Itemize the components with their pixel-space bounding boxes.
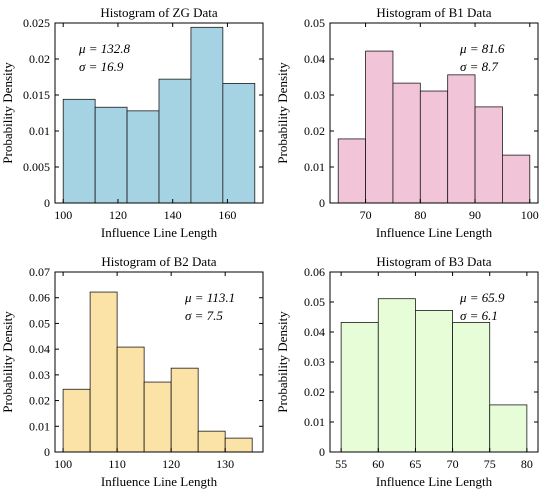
- y-tick-label: 0.07: [29, 265, 50, 279]
- histogram-bar: [222, 83, 256, 204]
- histogram-bar: [419, 90, 449, 204]
- x-axis-label: Influence Line Length: [101, 474, 218, 489]
- x-tick-label: 100: [54, 457, 72, 471]
- x-axis-label: Influence Line Length: [101, 225, 218, 240]
- y-tick-label: 0.01: [304, 160, 325, 174]
- x-tick-label: 70: [360, 208, 372, 222]
- y-tick-label: 0.01: [304, 415, 325, 429]
- y-axis-label: Probability Density: [0, 62, 15, 164]
- histogram-bar: [94, 106, 128, 204]
- axes-frame: [54, 22, 264, 204]
- y-tick-label: 0.05: [304, 16, 325, 30]
- histogram-bar: [62, 98, 96, 204]
- y-tick-label: 0.05: [29, 316, 50, 330]
- mean-annotation: μ = 132.8: [78, 41, 131, 56]
- mean-annotation: μ = 65.9: [459, 290, 505, 305]
- chart-panel-1: 100 120 140 160 0 0.005 0.01 0.015 0.02 0.025 Hist…: [0, 5, 264, 240]
- x-tick-label: 120: [162, 457, 180, 471]
- chart-title: Histogram of ZG Data: [100, 5, 218, 20]
- x-tick-label: 65: [409, 457, 421, 471]
- histogram-bar: [224, 437, 253, 453]
- y-tick-label: 0.015: [23, 88, 50, 102]
- y-tick-label: 0.02: [304, 124, 325, 138]
- y-axis-label: Probability Density: [275, 62, 290, 164]
- histogram-bar: [474, 106, 503, 204]
- axes-frame: [329, 22, 539, 204]
- y-tick-label: 0.01: [29, 124, 50, 138]
- x-tick-label: 100: [521, 208, 539, 222]
- std-annotation: σ = 6.1: [460, 308, 498, 323]
- y-tick-label: 0.005: [23, 160, 50, 174]
- chart-title: Histogram of B3 Data: [376, 254, 491, 269]
- x-tick-label: 70: [447, 457, 459, 471]
- histogram-bar: [392, 82, 421, 204]
- std-annotation: σ = 16.9: [79, 59, 124, 74]
- x-tick-label: 80: [521, 457, 533, 471]
- axes-frame: [54, 271, 264, 453]
- y-tick-label: 0.025: [23, 16, 50, 30]
- x-tick-label: 55: [335, 457, 347, 471]
- y-axis-label: Probability Density: [0, 311, 15, 413]
- chart-title: Histogram of B1 Data: [376, 5, 491, 20]
- histogram-bar: [447, 74, 476, 204]
- mean-annotation: μ = 113.1: [184, 290, 235, 305]
- chart-title: Histogram of B2 Data: [101, 254, 216, 269]
- x-axis-label: Influence Line Length: [376, 225, 493, 240]
- y-tick-label: 0.03: [29, 368, 50, 382]
- histogram-bar: [415, 309, 453, 453]
- y-tick-label: 0.03: [304, 88, 325, 102]
- y-tick-label: 0.05: [304, 295, 325, 309]
- y-tick-label: 0.04: [29, 342, 50, 356]
- x-tick-label: 60: [372, 457, 384, 471]
- x-tick-label: 80: [414, 208, 426, 222]
- chart-panel-2: 70 80 90 100 0 0.01 0.02 0.03 0.04 0.05 Histogram …: [275, 5, 539, 240]
- std-annotation: σ = 7.5: [185, 308, 223, 323]
- y-tick-label: 0.02: [29, 52, 50, 66]
- x-tick-label: 110: [108, 457, 126, 471]
- x-tick-label: 120: [109, 208, 127, 222]
- histogram-bar: [377, 298, 416, 453]
- y-tick-label: 0: [44, 445, 50, 459]
- mean-annotation: μ = 81.6: [459, 41, 505, 56]
- y-axis-label: Probability Density: [275, 311, 290, 413]
- histogram-bar: [126, 110, 160, 204]
- x-axis-label: Influence Line Length: [376, 474, 493, 489]
- y-tick-label: 0.02: [304, 385, 325, 399]
- histogram-bar: [340, 321, 379, 453]
- y-tick-label: 0: [44, 196, 50, 210]
- histogram-bar: [337, 138, 366, 204]
- x-tick-label: 75: [484, 457, 496, 471]
- chart-panel-3: 100 110 120 130 0 0.01 0.02 0.03 0.04 0.05 0.06 0.0…: [0, 254, 264, 489]
- histogram-bar: [143, 381, 172, 453]
- histogram-bar: [116, 346, 145, 453]
- chart-panel-4: 55 60 65 70 75 80 0 0.01 0.02 0.03 0.04 0.05 0.06 His…: [275, 254, 539, 489]
- histogram-bar: [197, 430, 226, 453]
- histogram-bar: [452, 321, 491, 453]
- y-tick-label: 0.02: [29, 394, 50, 408]
- x-tick-label: 90: [469, 208, 481, 222]
- histogram-bar: [62, 388, 91, 453]
- y-tick-label: 0.04: [304, 325, 325, 339]
- x-tick-label: 100: [54, 208, 72, 222]
- y-tick-label: 0.03: [304, 355, 325, 369]
- x-tick-label: 130: [216, 457, 234, 471]
- histogram-bar: [502, 154, 531, 204]
- histogram-bar: [89, 291, 118, 453]
- histogram-bar: [190, 26, 224, 204]
- y-tick-label: 0.04: [304, 52, 325, 66]
- std-annotation: σ = 8.7: [460, 59, 498, 74]
- histogram-bar: [158, 78, 192, 204]
- y-tick-label: 0.06: [29, 291, 50, 305]
- y-tick-label: 0.01: [29, 419, 50, 433]
- y-tick-label: 0: [319, 445, 325, 459]
- x-tick-label: 160: [218, 208, 236, 222]
- x-tick-label: 140: [164, 208, 182, 222]
- y-tick-label: 0: [319, 196, 325, 210]
- histogram-bar: [365, 50, 394, 204]
- histogram-bar: [170, 367, 199, 453]
- histogram-bar: [489, 404, 528, 453]
- y-tick-label: 0.06: [304, 265, 325, 279]
